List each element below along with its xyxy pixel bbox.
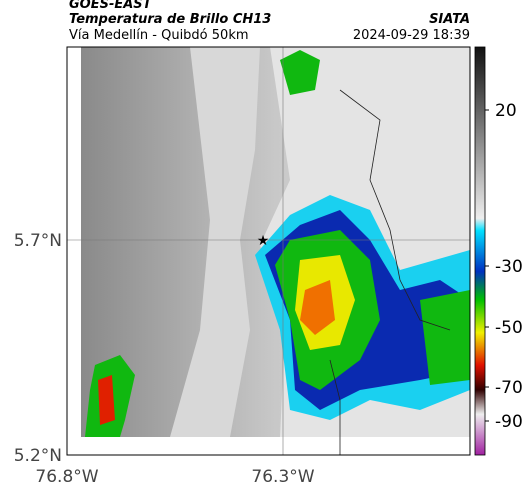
subtitle: Temperatura de Brillo CH13: [69, 12, 271, 27]
colorbar-ticks: 20 -30 -50 -70 -90: [485, 101, 523, 432]
source: SIATA: [429, 12, 470, 27]
lon-label: 76.8°W: [35, 467, 98, 487]
colorbar-tick-label: 20: [495, 101, 517, 121]
satellite-image: ★: [66, 46, 471, 456]
axis-ticks: 5.7°N 5.2°N76.8°W 76.3°W: [14, 231, 315, 487]
colorbar-tick-label: -50: [495, 318, 523, 338]
lat-label: 5.7°N: [14, 231, 62, 251]
datetime: 2024-09-29 18:39: [353, 28, 470, 43]
lat-label: 5.2°N: [14, 446, 62, 466]
colorbar-tick-label: -70: [495, 378, 523, 398]
svg-text:★: ★: [257, 233, 270, 249]
location: Vía Medellín - Quibdó 50km: [69, 28, 249, 43]
colorbar: [474, 46, 486, 456]
lon-label: 76.3°W: [251, 467, 314, 487]
title: GOES-EAST: [69, 0, 153, 12]
colorbar-tick-label: -90: [495, 412, 523, 432]
colorbar-tick-label: -30: [495, 257, 523, 277]
